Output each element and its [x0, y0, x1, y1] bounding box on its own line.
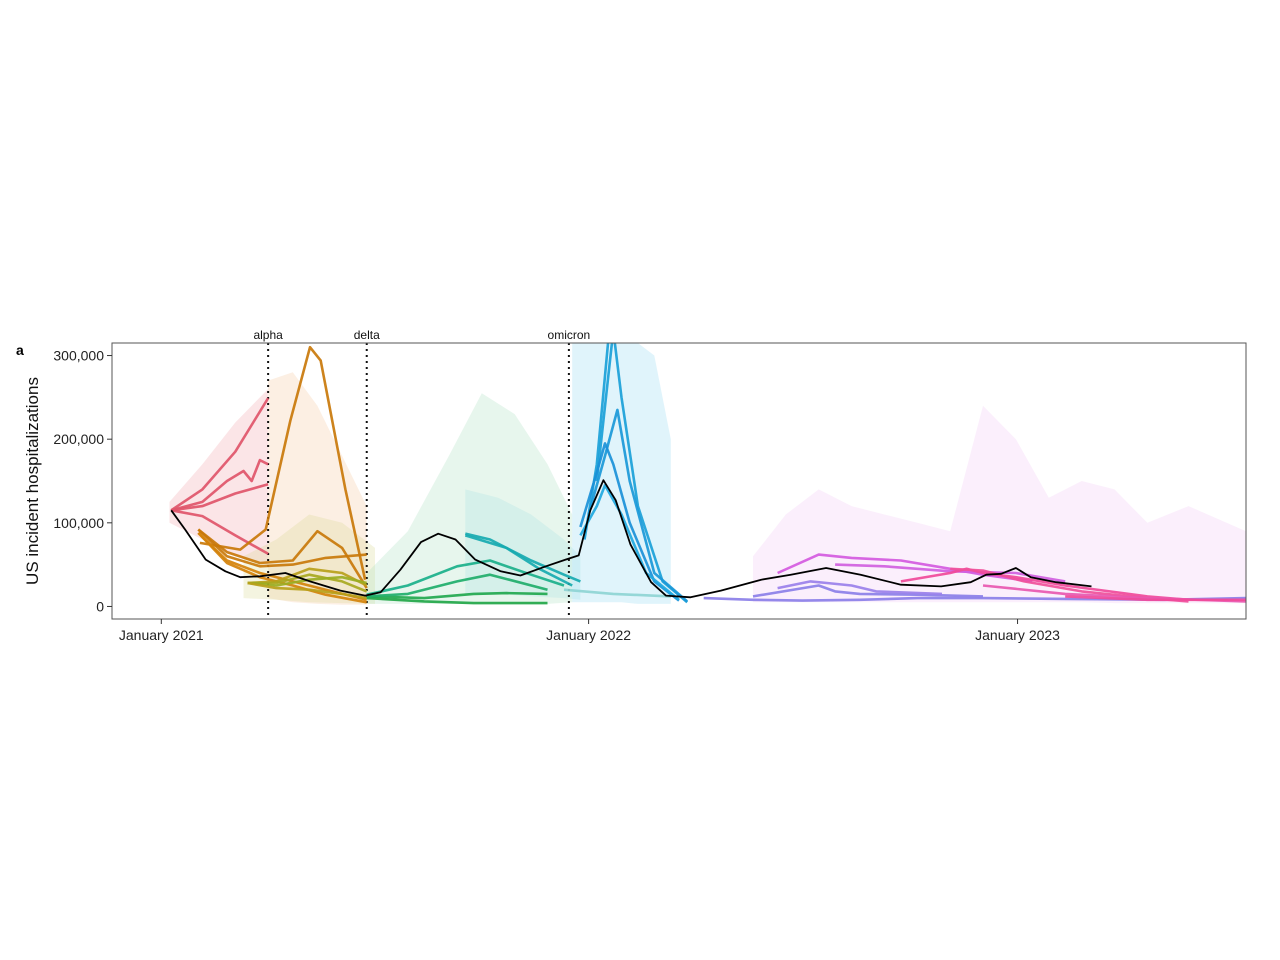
y-tick-label: 0 — [96, 598, 104, 614]
forecast-line-26 — [752, 584, 984, 598]
x-tick-label: January 2023 — [975, 627, 1060, 643]
forecast-line-18 — [464, 534, 573, 587]
y-tick-label: 200,000 — [53, 431, 104, 447]
variant-label-delta: delta — [354, 328, 380, 342]
forecast-line-28 — [777, 553, 1033, 583]
forecast-line-0 — [170, 397, 270, 512]
forecast-line-23 — [579, 442, 680, 602]
forecast-line-29 — [835, 563, 1066, 583]
forecast-line-11 — [247, 575, 367, 587]
x-axis: January 2021 January 2022 January 2023 — [119, 619, 1060, 643]
panel-label: a — [16, 342, 24, 358]
y-tick-label: 100,000 — [53, 515, 104, 531]
x-tick-label: January 2022 — [546, 627, 631, 643]
forecast-line-19 — [563, 588, 671, 598]
forecast-line-27 — [777, 580, 943, 596]
variant-label-omicron: omicron — [548, 328, 591, 342]
variant-lines: alpha delta omicron — [253, 328, 590, 619]
uncertainty-band-4 — [465, 489, 581, 600]
x-tick-label: January 2021 — [119, 627, 204, 643]
uncertainty-bands — [169, 343, 1246, 605]
observed-line — [170, 479, 1092, 599]
y-axis: 0 100,000 200,000 300,000 — [53, 348, 112, 614]
forecast-line-4 — [199, 345, 367, 580]
uncertainty-band-6 — [753, 405, 1246, 604]
uncertainty-band-3 — [366, 393, 573, 604]
forecast-series — [170, 343, 1246, 605]
forecast-line-13 — [366, 596, 548, 605]
forecast-line-24 — [579, 483, 680, 601]
forecast-line-3 — [170, 509, 269, 555]
forecast-line-14 — [366, 591, 548, 600]
forecast-line-1 — [170, 458, 269, 512]
forecast-line-15 — [366, 573, 548, 598]
forecast-line-6 — [197, 528, 367, 568]
uncertainty-band-0 — [169, 389, 269, 565]
y-tick-label: 300,000 — [53, 348, 104, 364]
y-axis-label: US incident hospitalizations — [23, 377, 42, 585]
forecast-line-12 — [247, 581, 367, 600]
forecast-line-16 — [366, 559, 565, 596]
plot-frame — [111, 342, 1247, 620]
variant-label-alpha: alpha — [253, 328, 283, 342]
forecast-line-22 — [587, 408, 689, 603]
forecast-line-33 — [1065, 595, 1246, 602]
forecast-line-2 — [171, 483, 269, 512]
observed-series — [170, 479, 1092, 599]
forecast-line-10 — [247, 573, 368, 593]
forecast-line-17 — [465, 532, 581, 583]
forecast-line-5 — [197, 528, 368, 589]
